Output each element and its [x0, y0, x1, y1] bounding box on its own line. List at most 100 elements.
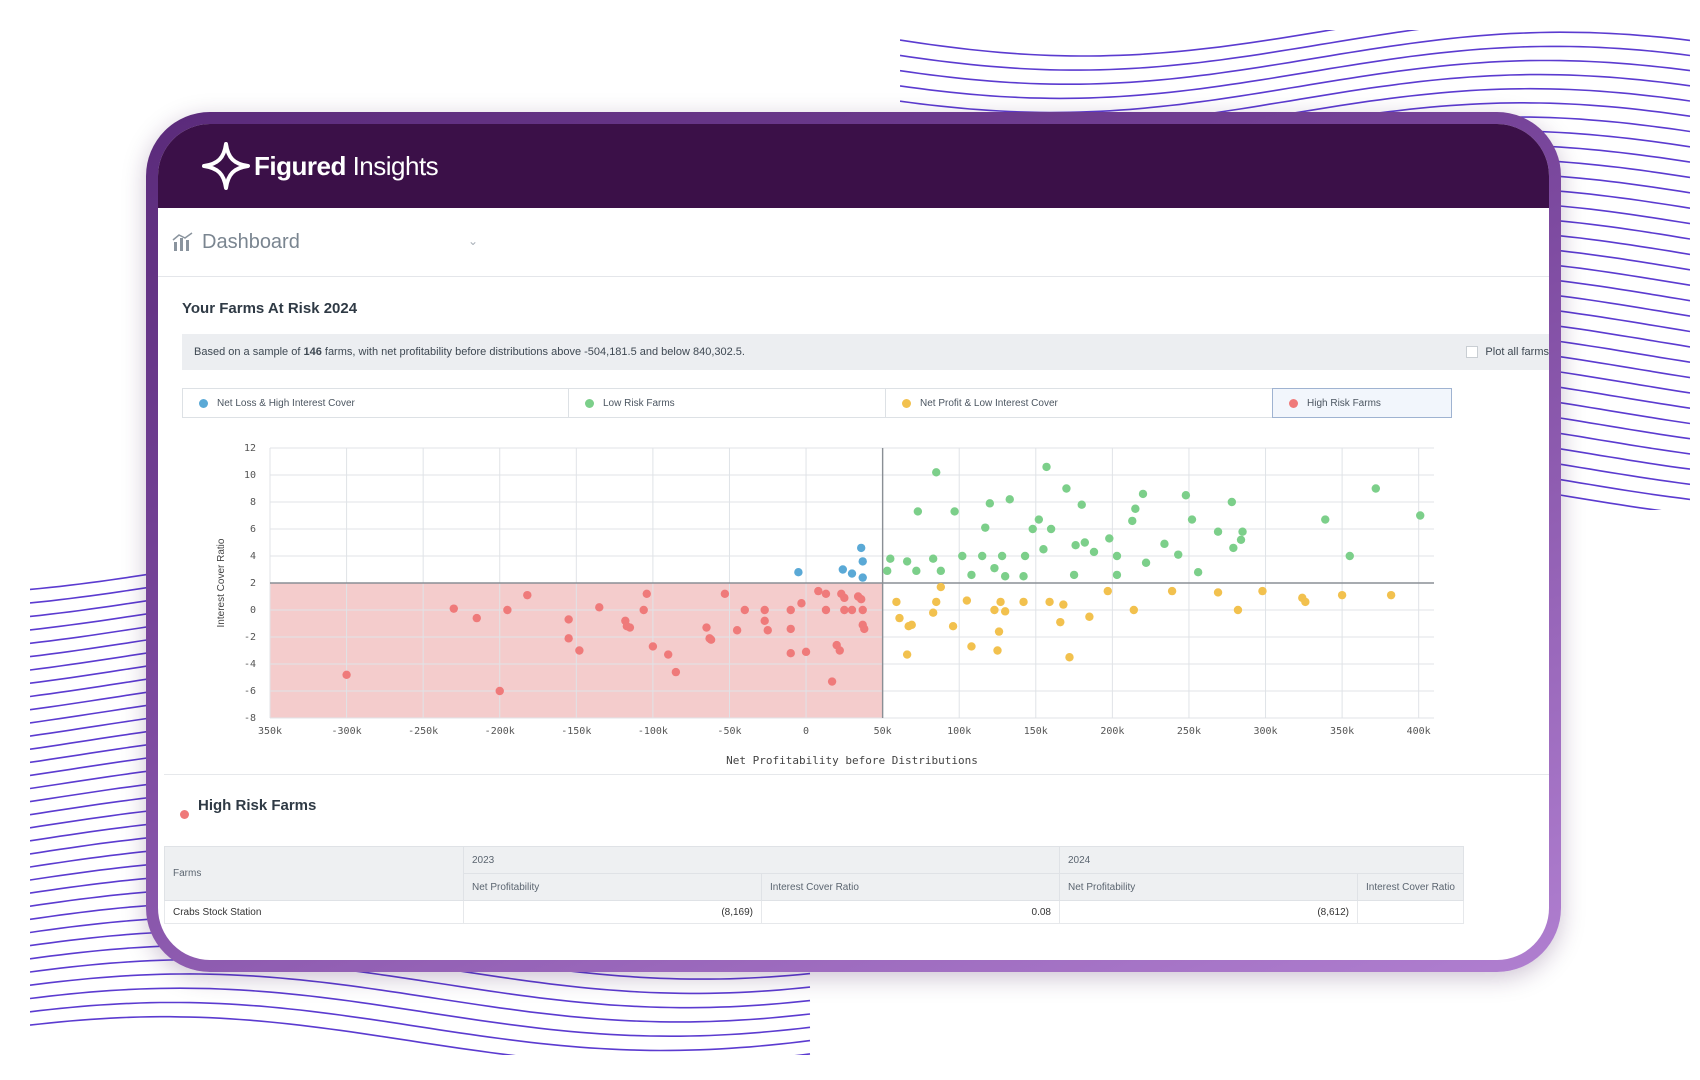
point-low-risk[interactable] — [1000, 572, 1010, 581]
point-high-risk[interactable] — [801, 647, 811, 657]
point-low-risk[interactable] — [1229, 543, 1238, 553]
point-high-risk[interactable] — [625, 623, 635, 632]
point-net-profit-low-cover[interactable] — [962, 596, 972, 605]
point-high-risk[interactable] — [760, 605, 769, 615]
point-high-risk[interactable] — [664, 650, 673, 659]
point-net-profit-low-cover[interactable] — [1000, 607, 1010, 616]
point-net-profit-low-cover[interactable] — [907, 620, 916, 630]
point-net-profit-low-cover[interactable] — [1085, 612, 1094, 621]
point-low-risk[interactable] — [1174, 550, 1183, 559]
point-low-risk[interactable] — [886, 554, 895, 563]
point-low-risk[interactable] — [928, 554, 938, 563]
point-low-risk[interactable] — [912, 566, 921, 576]
point-low-risk[interactable] — [913, 507, 923, 516]
col-farms[interactable]: Farms — [164, 846, 464, 901]
point-net-profit-low-cover[interactable] — [1129, 605, 1139, 615]
point-net-profit-low-cover[interactable] — [990, 605, 999, 615]
point-low-risk[interactable] — [883, 566, 892, 576]
point-net-profit-low-cover[interactable] — [892, 597, 901, 607]
point-low-risk[interactable] — [1069, 570, 1079, 580]
point-net-profit-low-cover[interactable] — [1056, 617, 1065, 627]
point-low-risk[interactable] — [1089, 547, 1099, 557]
point-high-risk[interactable] — [858, 605, 867, 615]
point-net-profit-low-cover[interactable] — [993, 646, 1002, 655]
point-low-risk[interactable] — [1187, 515, 1197, 524]
point-high-risk[interactable] — [856, 595, 866, 604]
point-low-risk[interactable] — [1213, 527, 1223, 536]
point-high-risk[interactable] — [840, 593, 849, 603]
point-low-risk[interactable] — [1062, 484, 1071, 493]
point-net-profit-low-cover[interactable] — [1045, 597, 1054, 607]
legend-tab-net-profit-low-cover[interactable]: Net Profit & Low Interest Cover — [885, 388, 1272, 418]
point-net-profit-low-cover[interactable] — [1019, 597, 1028, 607]
point-low-risk[interactable] — [981, 523, 990, 532]
col-net-profitability-2023[interactable]: Net Profitability — [463, 873, 762, 901]
point-high-risk[interactable] — [797, 599, 806, 608]
point-net-loss-high-cover[interactable] — [847, 569, 857, 578]
point-high-risk[interactable] — [821, 589, 831, 598]
point-low-risk[interactable] — [932, 468, 941, 477]
point-low-risk[interactable] — [1105, 534, 1114, 543]
legend-tab-low-risk[interactable]: Low Risk Farms — [568, 388, 885, 418]
legend-tab-high-risk[interactable]: High Risk Farms — [1272, 388, 1452, 418]
point-net-profit-low-cover[interactable] — [1059, 600, 1068, 609]
point-low-risk[interactable] — [1128, 516, 1137, 526]
point-low-risk[interactable] — [1034, 515, 1044, 524]
point-low-risk[interactable] — [1071, 541, 1080, 550]
point-net-profit-low-cover[interactable] — [1337, 590, 1347, 600]
point-high-risk[interactable] — [763, 626, 772, 635]
point-high-risk[interactable] — [760, 616, 769, 625]
point-net-profit-low-cover[interactable] — [1233, 605, 1243, 615]
figured-logo-icon[interactable] — [200, 140, 252, 192]
point-low-risk[interactable] — [967, 570, 976, 580]
point-high-risk[interactable] — [786, 605, 795, 615]
point-net-profit-low-cover[interactable] — [994, 627, 1004, 636]
point-low-risk[interactable] — [1042, 462, 1051, 472]
point-low-risk[interactable] — [1236, 535, 1246, 544]
point-low-risk[interactable] — [1238, 527, 1247, 536]
point-low-risk[interactable] — [1028, 524, 1037, 534]
point-high-risk[interactable] — [342, 670, 351, 679]
point-high-risk[interactable] — [648, 642, 658, 651]
point-net-profit-low-cover[interactable] — [1167, 586, 1177, 596]
point-high-risk[interactable] — [720, 589, 730, 598]
point-high-risk[interactable] — [786, 649, 795, 658]
point-low-risk[interactable] — [1141, 558, 1151, 567]
point-high-risk[interactable] — [564, 615, 573, 624]
point-low-risk[interactable] — [1193, 568, 1203, 577]
point-low-risk[interactable] — [1131, 504, 1140, 513]
plot-all-checkbox[interactable] — [1466, 346, 1479, 358]
point-high-risk[interactable] — [671, 667, 681, 677]
point-low-risk[interactable] — [1181, 491, 1191, 500]
point-net-profit-low-cover[interactable] — [1103, 586, 1112, 596]
point-net-profit-low-cover[interactable] — [932, 597, 941, 607]
point-low-risk[interactable] — [1160, 539, 1169, 549]
point-net-loss-high-cover[interactable] — [858, 573, 867, 582]
point-net-profit-low-cover[interactable] — [1301, 597, 1310, 607]
point-high-risk[interactable] — [495, 686, 504, 696]
cell-farm-name[interactable]: Crabs Stock Station — [164, 900, 464, 924]
point-low-risk[interactable] — [1138, 489, 1148, 499]
table-row[interactable]: Crabs Stock Station (8,169) 0.08 (8,612) — [164, 900, 1464, 924]
point-net-loss-high-cover[interactable] — [838, 565, 848, 574]
point-low-risk[interactable] — [1321, 515, 1330, 524]
point-low-risk[interactable] — [977, 551, 987, 561]
point-net-loss-high-cover[interactable] — [794, 568, 803, 577]
point-net-loss-high-cover[interactable] — [856, 543, 866, 553]
point-low-risk[interactable] — [990, 563, 999, 573]
point-high-risk[interactable] — [732, 626, 742, 635]
point-low-risk[interactable] — [1046, 524, 1056, 534]
point-low-risk[interactable] — [1080, 538, 1089, 547]
plot-all-farms-toggle[interactable]: Plot all farms — [1466, 334, 1549, 370]
point-low-risk[interactable] — [1077, 500, 1086, 509]
point-net-profit-low-cover[interactable] — [967, 642, 976, 651]
point-low-risk[interactable] — [1020, 551, 1030, 561]
point-net-profit-low-cover[interactable] — [895, 613, 904, 623]
point-net-profit-low-cover[interactable] — [902, 650, 912, 659]
point-net-profit-low-cover[interactable] — [1065, 653, 1074, 662]
point-high-risk[interactable] — [595, 603, 604, 612]
point-low-risk[interactable] — [1039, 545, 1048, 554]
point-low-risk[interactable] — [1112, 551, 1122, 561]
point-high-risk[interactable] — [575, 646, 584, 655]
point-high-risk[interactable] — [835, 646, 844, 655]
